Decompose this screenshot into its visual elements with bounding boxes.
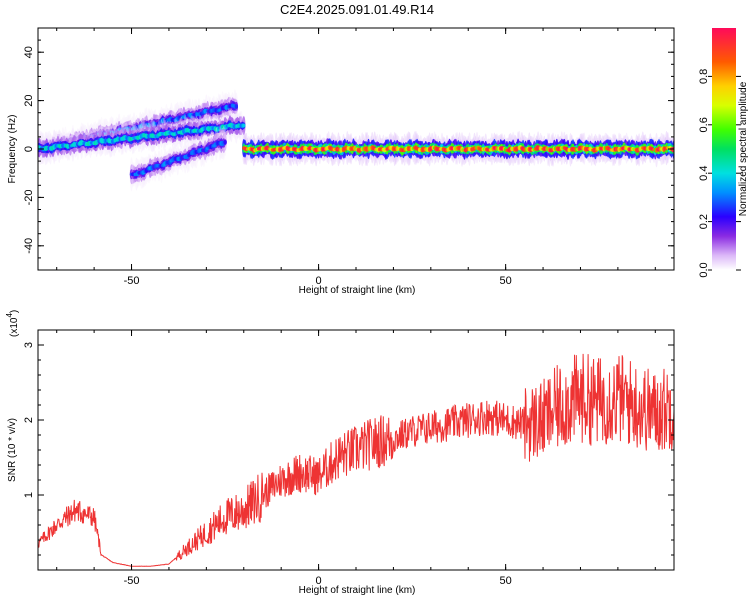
spectrogram-heatmap xyxy=(38,89,674,192)
snr-xlabel: Height of straight line (km) xyxy=(299,585,416,596)
snr-multiplier-exp: 4 xyxy=(5,313,14,318)
colorbar-tick-label: 0.4 xyxy=(698,166,710,181)
spectrogram-panel: -50 0 50 -40 -20 0 20 40 Height of straight lin… xyxy=(7,27,675,296)
snr-multiplier: (x104) xyxy=(5,310,20,337)
colorbar-tick-label: 0.8 xyxy=(698,69,710,84)
svg-text:(x104): (x104) xyxy=(5,310,20,337)
snr-xtick-label: 0 xyxy=(316,575,322,587)
snr-line-series xyxy=(38,353,674,567)
colorbar-ticks: 0.0 0.2 0.4 0.6 0.8 xyxy=(698,69,741,278)
spectrogram-xtick-label: 0 xyxy=(316,275,322,287)
snr-ytick-label: 1 xyxy=(23,492,35,498)
snr-xtick-label: -50 xyxy=(124,575,140,587)
colorbar-tick-label: 0.6 xyxy=(698,117,710,132)
spectrogram-ytick-label: 20 xyxy=(23,94,35,106)
snr-line xyxy=(38,353,674,567)
colorbar-label: Normalized spectral amplitude xyxy=(738,81,749,216)
spectrogram-ticks: -50 0 50 -40 -20 0 20 40 xyxy=(23,27,674,287)
spectrogram-xlabel: Height of straight line (km) xyxy=(299,285,416,296)
snr-ytick-label: 3 xyxy=(23,342,35,348)
spectrogram-band-2 xyxy=(129,126,227,192)
spectrogram-band-3 xyxy=(242,130,674,168)
spectrogram-ytick-label: 0 xyxy=(23,146,35,152)
spectrogram-xtick-label: -50 xyxy=(124,275,140,287)
colorbar-gradient xyxy=(712,28,736,270)
snr-panel: -50 0 50 1 2 3 Height of straight line (km) S… xyxy=(5,310,675,596)
spectrogram-ylabel: Frequency (Hz) xyxy=(7,115,18,184)
colorbar-tick-label: 0.0 xyxy=(698,262,710,277)
snr-xtick-label: 50 xyxy=(500,575,512,587)
snr-multiplier-close: ) xyxy=(9,310,20,313)
spectrogram-ytick-label: 40 xyxy=(23,46,35,58)
spectrogram-ytick-label: -40 xyxy=(23,238,35,254)
spectrogram-ytick-label: -20 xyxy=(23,189,35,205)
colorbar-tick-label: 0.2 xyxy=(698,214,710,229)
colorbar: 0.0 0.2 0.4 0.6 0.8 Normalized spectral ampl… xyxy=(698,28,749,278)
chart-title: C2E4.2025.091.01.49.R14 xyxy=(280,2,434,17)
spectrogram-xtick-label: 50 xyxy=(500,275,512,287)
snr-ticks: -50 0 50 1 2 3 xyxy=(23,330,674,587)
snr-multiplier-base: (x10 xyxy=(9,317,20,337)
snr-ylabel: SNR (10 * v/v) xyxy=(7,418,18,482)
snr-ytick-label: 2 xyxy=(23,417,35,423)
